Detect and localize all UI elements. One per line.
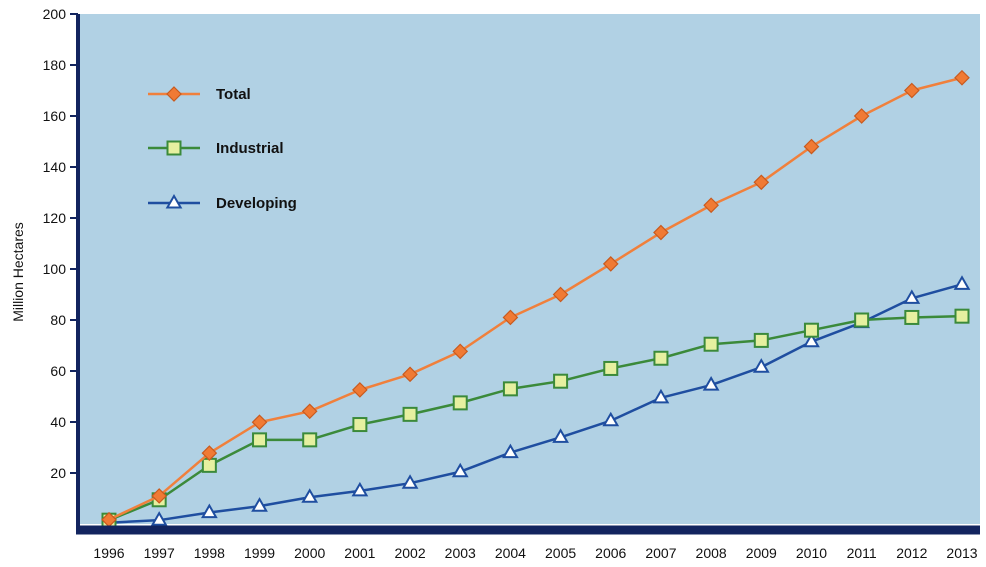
data-point-industrial <box>603 360 619 376</box>
data-point-industrial <box>302 432 318 448</box>
legend-marker-developing <box>165 193 183 209</box>
data-point-total <box>402 366 418 383</box>
x-tick-label: 1999 <box>244 545 275 561</box>
x-tick-label: 2005 <box>545 545 576 561</box>
series-industrial <box>101 308 970 528</box>
x-axis-ticks: 1996 1997 1998 1999 2000 2001 2002 2003 2004 2005… <box>93 525 978 561</box>
data-point-developing <box>602 411 620 427</box>
x-tick-label: 1996 <box>93 545 124 561</box>
x-tick-label: 2007 <box>645 545 676 561</box>
data-point-total <box>853 108 870 124</box>
series-layer <box>100 69 971 529</box>
data-point-developing <box>301 488 319 503</box>
y-tick-label: 120 <box>43 210 67 226</box>
x-tick-label: 1998 <box>194 545 225 561</box>
data-point-industrial <box>753 332 769 348</box>
data-point-total <box>352 382 368 398</box>
data-point-industrial <box>904 309 920 325</box>
data-point-industrial <box>352 417 368 433</box>
data-point-industrial <box>252 432 268 448</box>
legend-label-total: Total <box>216 86 251 103</box>
y-tick-label: 40 <box>50 414 66 430</box>
data-point-developing <box>552 428 569 443</box>
x-tick-label: 2010 <box>796 545 827 561</box>
data-point-developing <box>953 275 971 290</box>
data-point-total <box>301 403 318 420</box>
y-tick-label: 60 <box>50 363 66 379</box>
data-point-developing <box>903 289 921 304</box>
data-point-developing <box>351 481 369 497</box>
x-tick-label: 2013 <box>946 545 977 561</box>
x-tick-label: 2002 <box>394 545 425 561</box>
data-point-developing <box>652 388 670 404</box>
data-point-developing <box>752 358 770 373</box>
data-point-total <box>201 445 218 461</box>
legend-item-developing: Developing <box>148 193 297 212</box>
data-point-total <box>653 224 669 241</box>
data-point-industrial <box>703 336 719 352</box>
data-point-industrial <box>854 312 870 328</box>
data-point-developing <box>803 332 820 348</box>
legend-label-industrial: Industrial <box>216 140 284 157</box>
series-line-industrial <box>108 314 963 522</box>
legend-marker-total <box>166 86 182 102</box>
data-point-developing <box>702 376 720 391</box>
data-point-industrial <box>653 350 669 366</box>
data-point-total <box>954 69 970 86</box>
data-point-total <box>251 414 268 431</box>
legend: Total Industrial Developing <box>148 86 297 212</box>
data-point-total <box>502 309 519 326</box>
data-point-total <box>151 488 168 504</box>
legend-marker-industrial <box>166 140 182 156</box>
series-line-developing <box>108 283 963 524</box>
data-point-developing <box>200 503 218 519</box>
data-point-developing <box>401 474 419 489</box>
y-tick-label: 80 <box>50 312 66 328</box>
legend-label-developing: Developing <box>216 195 297 212</box>
data-point-total <box>452 343 469 360</box>
data-point-developing <box>251 497 268 512</box>
series-line-total <box>108 76 963 521</box>
y-axis-ticks: 20 40 60 80 100 120 140 160 180 200 <box>43 6 78 481</box>
y-tick-label: 160 <box>43 108 67 124</box>
x-tick-label: 2000 <box>294 545 325 561</box>
x-tick-label: 2004 <box>495 545 526 561</box>
y-tick-label: 200 <box>43 6 67 22</box>
data-point-total <box>753 174 770 191</box>
data-point-total <box>803 138 820 155</box>
x-tick-label: 2003 <box>445 545 476 561</box>
x-tick-label: 2001 <box>344 545 375 561</box>
data-point-developing <box>150 511 168 526</box>
x-tick-label: 2008 <box>696 545 727 561</box>
data-point-developing <box>451 462 469 478</box>
series-total <box>101 69 970 528</box>
data-point-industrial <box>954 308 970 324</box>
data-point-total <box>602 256 619 272</box>
y-tick-label: 180 <box>43 57 67 73</box>
x-tick-label: 1997 <box>144 545 175 561</box>
y-tick-label: 140 <box>43 159 67 175</box>
legend-item-industrial: Industrial <box>148 140 284 157</box>
x-tick-label: 2009 <box>746 545 777 561</box>
data-point-total <box>903 82 920 99</box>
data-point-industrial <box>402 406 418 422</box>
data-point-industrial <box>803 322 819 338</box>
x-tick-label: 2011 <box>847 545 877 561</box>
y-tick-label: 20 <box>50 465 66 481</box>
x-tick-label: 2006 <box>595 545 626 561</box>
y-axis-label: Million Hectares <box>10 222 26 322</box>
data-point-total <box>552 286 569 303</box>
x-tick-label: 2012 <box>896 545 927 561</box>
data-point-developing <box>502 443 519 459</box>
data-point-industrial <box>452 395 468 411</box>
data-point-industrial <box>502 381 518 397</box>
data-point-total <box>703 197 719 214</box>
series-developing <box>100 275 971 529</box>
plot-background <box>78 14 980 524</box>
y-tick-label: 100 <box>43 261 67 277</box>
legend-item-total: Total <box>148 86 251 103</box>
data-point-industrial <box>553 373 569 389</box>
